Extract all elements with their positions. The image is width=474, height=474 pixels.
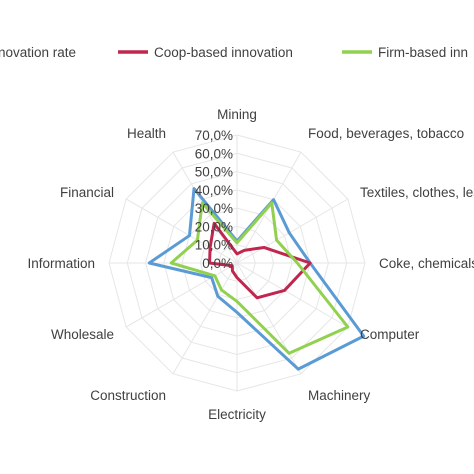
category-label-health: Health (127, 126, 166, 141)
r-tick-label: 20,0% (195, 219, 233, 234)
r-tick-label: 30,0% (195, 201, 233, 216)
category-label-computer: Computer (360, 327, 420, 342)
grid-spoke (172, 262, 238, 375)
grid-spoke (236, 262, 302, 375)
legend-label-coop-based-innovation: Coop-based innovation (154, 45, 293, 60)
category-label-mining: Mining (217, 107, 257, 122)
radar-grid (108, 134, 366, 392)
series-line-firm-based-innovation (169, 201, 350, 355)
grid-spoke (125, 198, 238, 264)
grid-spoke (125, 262, 238, 328)
legend: novation rate Coop-based innovation Firm… (0, 45, 468, 60)
category-label-information: Information (27, 256, 95, 271)
category-label-coke-chemicals: Coke, chemicals (379, 256, 474, 271)
radial-tick-labels: 0,0% 10,0% 20,0% 30,0% 40,0% 50,0% 60,0% 70,0% (195, 128, 233, 271)
r-tick-label: 50,0% (195, 165, 233, 180)
radar-series (147, 187, 366, 371)
category-label-financial: Financial (60, 185, 114, 200)
r-tick-label: 70,0% (195, 128, 233, 143)
category-label-electricity: Electricity (208, 407, 266, 422)
category-label-construction: Construction (90, 388, 166, 403)
grid-spoke (236, 262, 349, 328)
legend-label-innovation-rate: novation rate (0, 45, 76, 60)
category-label-food-beverages-tobacco: Food, beverages, tobacco (308, 126, 464, 141)
r-tick-label: 10,0% (195, 238, 233, 253)
grid-spoke (236, 198, 349, 264)
r-tick-label: 40,0% (195, 183, 233, 198)
series-line-innovation-rate (147, 187, 366, 371)
series-line-coop-based-innovation (208, 221, 312, 300)
category-labels: Mining Food, beverages, tobacco Textiles, … (27, 107, 474, 422)
category-label-machinery: Machinery (308, 388, 371, 403)
category-label-textiles-clothes-leather: Textiles, clothes, leather (360, 185, 474, 200)
r-tick-label: 0,0% (202, 256, 233, 271)
legend-label-firm-based-innovation: Firm-based inn (378, 45, 468, 60)
r-tick-label: 60,0% (195, 146, 233, 161)
category-label-wholesale: Wholesale (51, 327, 114, 342)
